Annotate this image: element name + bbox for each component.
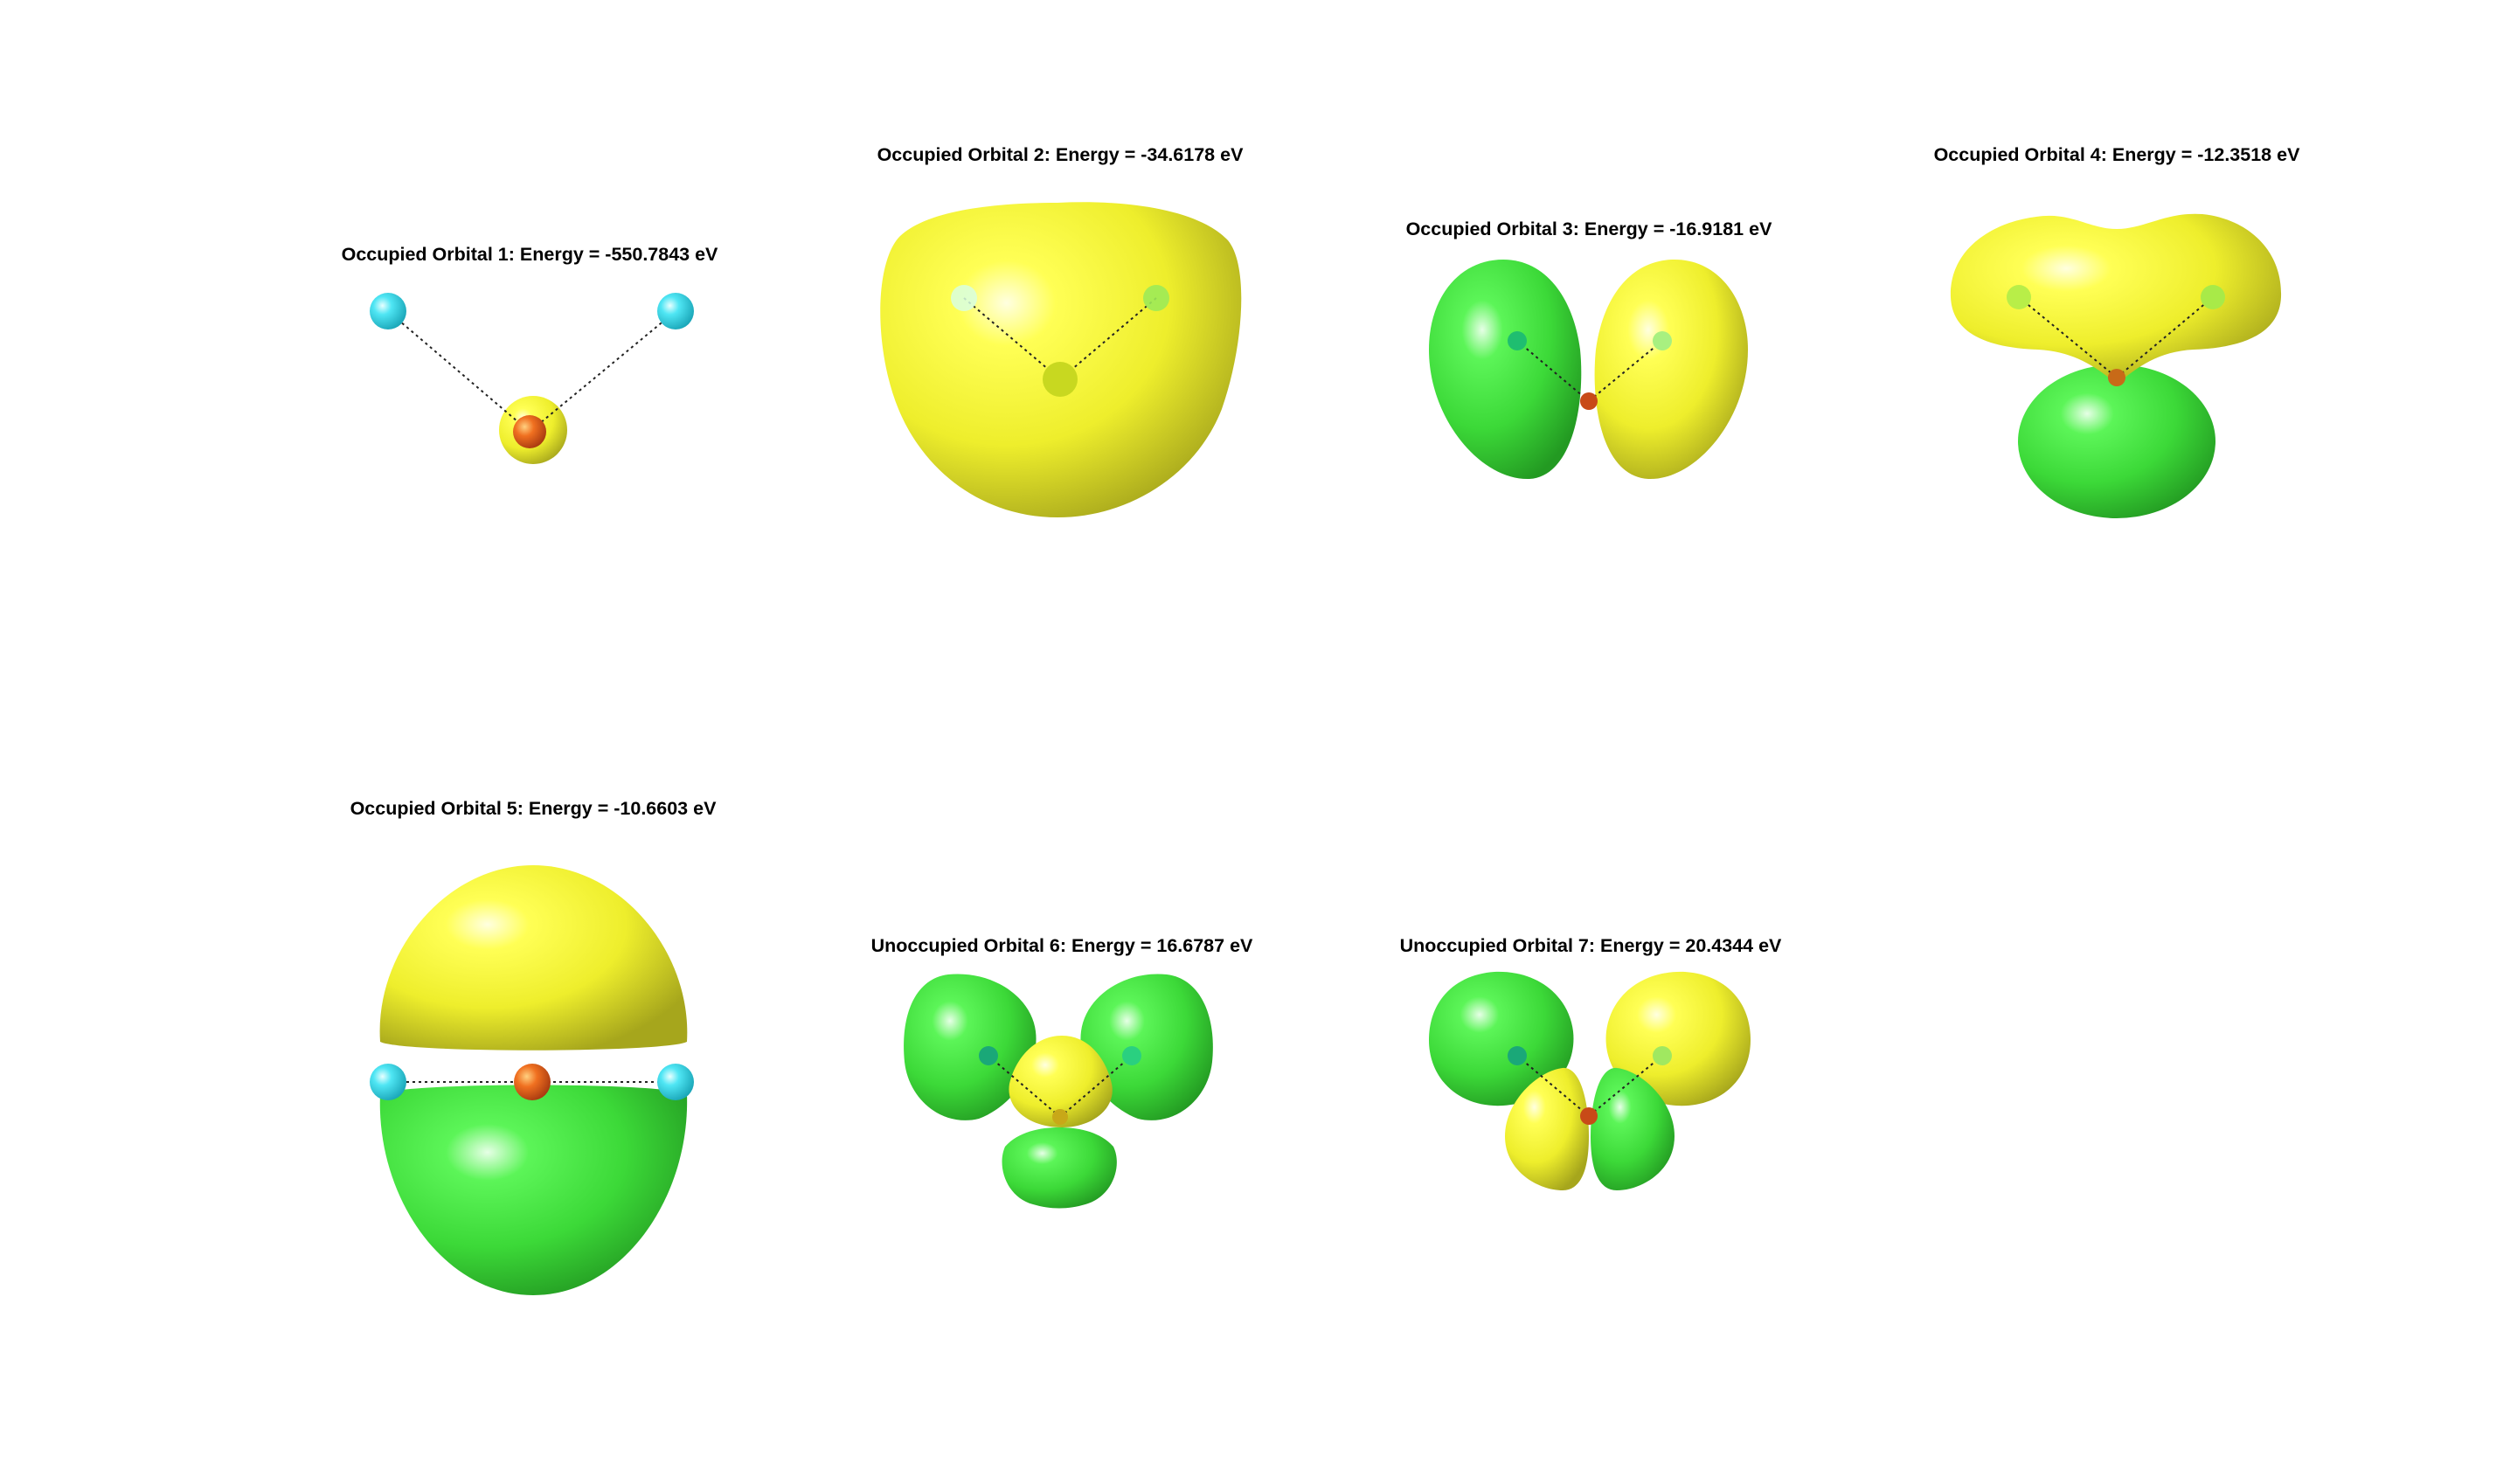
positive-lobe [1950, 213, 2282, 385]
oxygen-atom [1580, 392, 1598, 410]
orbital-4-panel [1950, 213, 2282, 518]
orbital-3-lobes [1429, 260, 1748, 480]
orbital-1-title: Occupied Orbital 1: Energy = -550.7843 e… [341, 244, 718, 265]
orbital-3-title: Occupied Orbital 3: Energy = -16.9181 eV [1405, 218, 1772, 239]
positive-lobe [1505, 1067, 1589, 1190]
positive-lobe [880, 202, 1242, 518]
hydrogen-atom [657, 1064, 694, 1100]
oxygen-atom [1052, 1109, 1068, 1125]
negative-lobe [904, 974, 1037, 1120]
hydrogen-atom [1653, 331, 1672, 350]
oxygen-atom [513, 415, 546, 448]
hydrogen-atom [370, 293, 406, 329]
hydrogen-atom [370, 1064, 406, 1100]
orbital-3-panel [1429, 260, 1748, 480]
hydrogen-atom [1508, 1046, 1527, 1065]
orbital-2-title: Occupied Orbital 2: Energy = -34.6178 eV [877, 144, 1244, 165]
orbital-2-bonds [963, 297, 1157, 380]
bond-line [387, 310, 530, 433]
orbital-5-lobes [379, 865, 688, 1295]
hydrogen-atom [657, 293, 694, 329]
oxygen-atom [1580, 1107, 1598, 1125]
hydrogen-atom [979, 1046, 998, 1065]
orbital-7-panel [1429, 971, 1751, 1190]
bond-line [1059, 297, 1157, 380]
negative-lobe [1080, 974, 1213, 1120]
hydrogen-atom [1508, 331, 1527, 350]
bond-line [2116, 296, 2214, 378]
hydrogen-atom [2201, 285, 2225, 309]
negative-lobe [1429, 260, 1582, 480]
orbital-7-lobes [1429, 971, 1751, 1190]
positive-lobe [1009, 1036, 1113, 1127]
orbital-7-title: Unoccupied Orbital 7: Energy = 20.4344 e… [1399, 935, 1782, 956]
orbital-5-title: Occupied Orbital 5: Energy = -10.6603 eV [350, 798, 717, 819]
orbital-5-panel [370, 865, 694, 1295]
oxygen-atom [1043, 362, 1078, 397]
orbital-4-lobes [1950, 213, 2282, 518]
orbital-6-panel [904, 974, 1213, 1209]
orbital-6-lobes [904, 974, 1213, 1209]
oxygen-atom [514, 1064, 551, 1100]
negative-lobe [1002, 1127, 1117, 1209]
hydrogen-atom [951, 285, 977, 311]
orbital-1-panel [370, 293, 694, 464]
orbital-2-panel [880, 202, 1242, 518]
positive-lobe [379, 865, 688, 1051]
hydrogen-atom [1653, 1046, 1672, 1065]
bond-line [2018, 296, 2118, 378]
positive-lobe [1594, 260, 1748, 480]
negative-lobe [379, 1085, 688, 1295]
oxygen-atom [2108, 369, 2125, 386]
orbital-4-bonds [2018, 296, 2214, 378]
bond-line [529, 310, 676, 433]
hydrogen-atom [2007, 285, 2031, 309]
hydrogen-atom [1122, 1046, 1141, 1065]
orbital-1-bonds [387, 310, 676, 433]
negative-lobe [2018, 364, 2215, 518]
hydrogen-atom [1143, 285, 1169, 311]
orbital-6-title: Unoccupied Orbital 6: Energy = 16.6787 e… [870, 935, 1253, 956]
bond-line [963, 297, 1061, 380]
orbital-4-title: Occupied Orbital 4: Energy = -12.3518 eV [1933, 144, 2300, 165]
negative-lobe [1591, 1067, 1675, 1190]
orbital-2-lobes [880, 202, 1242, 518]
